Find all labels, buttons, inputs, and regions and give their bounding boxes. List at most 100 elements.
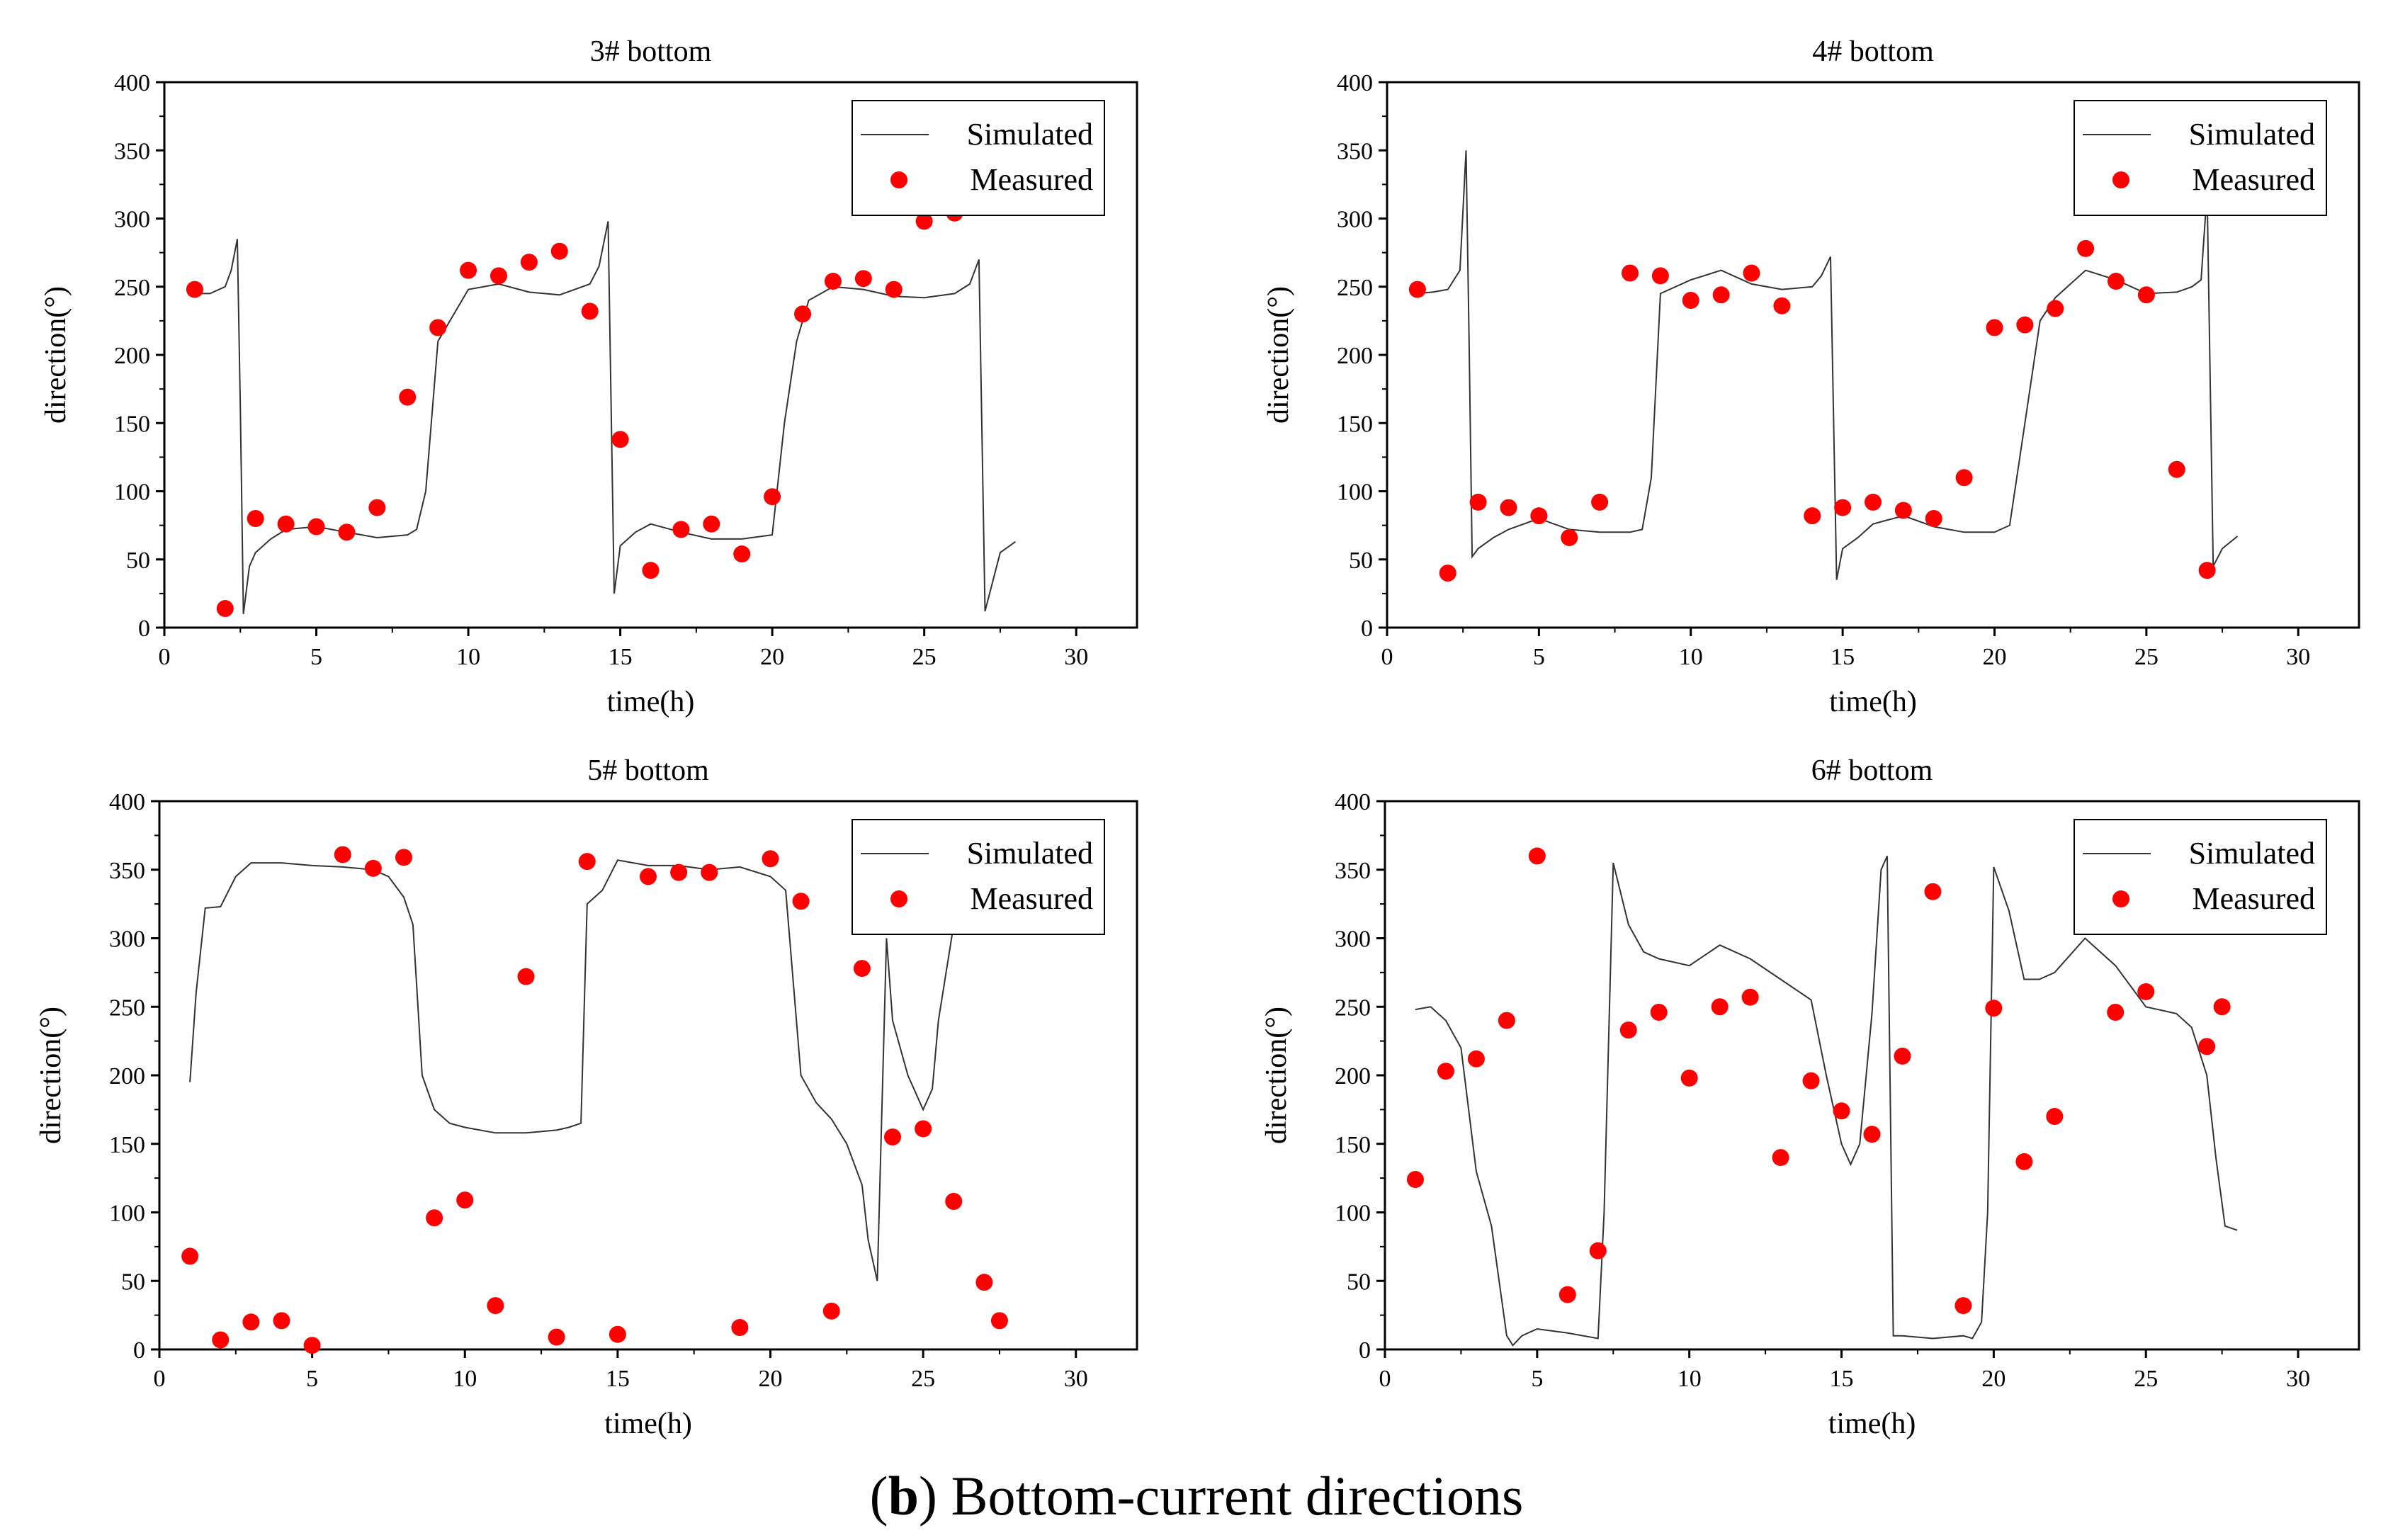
- data-point-measured: [1680, 1069, 1698, 1087]
- data-point-measured: [1619, 1021, 1637, 1039]
- legend-swatch-measured: [890, 890, 907, 907]
- data-point-measured: [609, 1325, 626, 1343]
- data-point-measured: [181, 1247, 199, 1265]
- data-point-measured: [1530, 507, 1548, 525]
- data-point-measured: [307, 518, 325, 536]
- y-tick-label: 250: [109, 995, 145, 1021]
- legend-label-measured: Measured: [971, 881, 1094, 916]
- data-point-measured: [1954, 1297, 1972, 1315]
- data-point-measured: [1622, 264, 1639, 282]
- data-point-measured: [186, 281, 203, 298]
- data-point-measured: [733, 545, 751, 563]
- data-point-measured: [277, 515, 295, 533]
- x-tick-label: 15: [1831, 644, 1855, 670]
- data-point-measured: [2108, 273, 2125, 290]
- data-point-measured: [1711, 998, 1729, 1016]
- data-point-measured: [670, 864, 688, 881]
- series-line-simulated: [194, 221, 1016, 614]
- data-point-measured: [672, 521, 690, 538]
- data-point-measured: [212, 1331, 230, 1349]
- data-point-measured: [1561, 528, 1578, 546]
- data-point-measured: [764, 488, 781, 506]
- x-tick-label: 20: [759, 1366, 783, 1392]
- data-point-measured: [520, 254, 538, 271]
- data-point-measured: [490, 267, 507, 285]
- data-point-measured: [456, 1191, 474, 1209]
- x-tick-label: 10: [456, 644, 480, 670]
- data-point-measured: [517, 968, 535, 985]
- x-axis-label: time(h): [1828, 1408, 1916, 1440]
- data-point-measured: [247, 510, 264, 527]
- x-tick-label: 10: [1678, 1366, 1702, 1392]
- data-point-measured: [731, 1319, 749, 1337]
- data-point-measured: [2168, 460, 2185, 478]
- legend-label-measured: Measured: [2193, 881, 2316, 916]
- data-point-measured: [975, 1274, 993, 1291]
- y-tick-label: 250: [1335, 995, 1371, 1021]
- y-tick-label: 50: [126, 548, 150, 574]
- y-tick-label: 200: [109, 1063, 145, 1089]
- legend-label-simulated: Simulated: [967, 836, 1093, 871]
- data-point-measured: [885, 281, 903, 298]
- x-tick-label: 5: [1533, 644, 1545, 670]
- data-point-measured: [1834, 499, 1852, 516]
- data-point-measured: [2046, 1108, 2064, 1126]
- data-point-measured: [395, 849, 412, 866]
- x-tick-label: 0: [1381, 644, 1393, 670]
- data-point-measured: [303, 1337, 321, 1354]
- data-point-measured: [1589, 1242, 1607, 1259]
- y-tick-label: 0: [138, 616, 150, 642]
- data-point-measured: [2047, 300, 2064, 317]
- caption-rest: ) Bottom-current directions: [919, 1465, 1523, 1527]
- data-point-measured: [1712, 286, 1730, 304]
- y-tick-label: 0: [1359, 1337, 1371, 1364]
- legend-label-simulated: Simulated: [967, 117, 1093, 152]
- data-point-measured: [2198, 1038, 2216, 1055]
- data-point-measured: [1406, 1171, 1424, 1189]
- data-point-measured: [1986, 319, 2003, 336]
- data-point-measured: [2107, 1003, 2125, 1021]
- data-point-measured: [642, 562, 660, 579]
- x-tick-label: 20: [1983, 644, 2007, 670]
- data-point-measured: [794, 305, 812, 323]
- data-point-measured: [487, 1297, 504, 1315]
- data-point-measured: [1804, 507, 1821, 525]
- x-tick-label: 20: [1981, 1366, 2006, 1392]
- data-point-measured: [1437, 1063, 1454, 1080]
- y-tick-label: 300: [114, 207, 150, 233]
- y-tick-label: 150: [109, 1132, 145, 1158]
- x-tick-label: 0: [154, 1366, 166, 1392]
- x-tick-label: 10: [453, 1366, 477, 1392]
- series-line-simulated: [1415, 855, 2238, 1347]
- data-point-measured: [368, 499, 386, 516]
- legend-label-measured: Measured: [971, 162, 1094, 197]
- data-point-measured: [273, 1312, 290, 1330]
- data-point-measured: [611, 431, 629, 448]
- data-point-measured: [1591, 493, 1609, 511]
- data-point-measured: [792, 893, 810, 910]
- x-tick-label: 0: [159, 644, 171, 670]
- data-point-measured: [1772, 1149, 1789, 1167]
- chart-title: 6# bottom: [1811, 754, 1933, 787]
- x-tick-label: 20: [760, 644, 784, 670]
- data-point-measured: [945, 1193, 963, 1211]
- data-point-measured: [1651, 267, 1669, 285]
- y-axis-label: direction(°): [1262, 286, 1295, 424]
- data-point-measured: [2016, 316, 2034, 334]
- series-line-simulated: [189, 859, 961, 1281]
- y-tick-label: 350: [109, 858, 145, 884]
- y-tick-label: 50: [121, 1269, 145, 1295]
- data-point-measured: [1894, 1047, 1911, 1065]
- legend-swatch-measured: [2112, 890, 2129, 907]
- data-point-measured: [2015, 1153, 2033, 1170]
- x-tick-label: 25: [2134, 644, 2159, 670]
- data-point-measured: [1682, 292, 1699, 309]
- legend-box: [852, 819, 1105, 935]
- y-tick-label: 200: [1337, 343, 1373, 369]
- legend-box: [852, 100, 1105, 216]
- data-point-measured: [1925, 510, 1942, 527]
- data-point-measured: [242, 1313, 260, 1331]
- y-tick-label: 350: [114, 138, 150, 164]
- legend-swatch-measured: [890, 171, 907, 188]
